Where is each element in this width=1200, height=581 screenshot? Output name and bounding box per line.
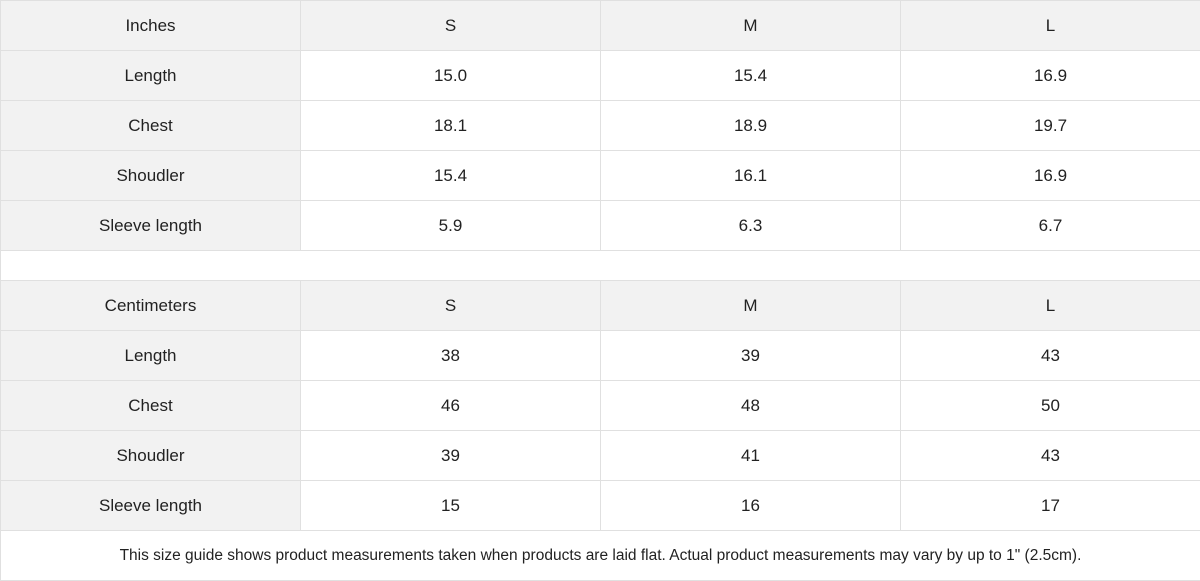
measurement-label: Length [1, 331, 301, 381]
measurement-value: 39 [301, 431, 601, 481]
size-guide-note: This size guide shows product measuremen… [1, 531, 1200, 581]
measurement-value: 43 [901, 431, 1200, 481]
measurement-label: Sleeve length [1, 481, 301, 531]
measurement-value: 18.1 [301, 101, 601, 151]
measurement-value: 43 [901, 331, 1200, 381]
measurement-value: 16.9 [901, 51, 1200, 101]
measurement-value: 15.4 [601, 51, 901, 101]
measurement-value: 16 [601, 481, 901, 531]
measurement-value: 15.0 [301, 51, 601, 101]
size-header: L [901, 1, 1200, 51]
unit-header: Inches [1, 1, 301, 51]
size-header: L [901, 281, 1200, 331]
measurement-value: 6.7 [901, 201, 1200, 251]
measurement-value: 19.7 [901, 101, 1200, 151]
measurement-label: Chest [1, 381, 301, 431]
note-row: This size guide shows product measuremen… [1, 531, 1200, 581]
measurement-value: 50 [901, 381, 1200, 431]
spacer-row [1, 251, 1200, 281]
size-header: M [601, 1, 901, 51]
measurement-value: 18.9 [601, 101, 901, 151]
measurement-label: Shoudler [1, 431, 301, 481]
measurement-value: 16.9 [901, 151, 1200, 201]
measurement-value: 39 [601, 331, 901, 381]
measurement-value: 48 [601, 381, 901, 431]
measurement-label: Shoudler [1, 151, 301, 201]
unit-header: Centimeters [1, 281, 301, 331]
size-header: M [601, 281, 901, 331]
size-header: S [301, 281, 601, 331]
size-header: S [301, 1, 601, 51]
measurement-value: 38 [301, 331, 601, 381]
measurement-value: 15 [301, 481, 601, 531]
measurement-value: 5.9 [301, 201, 601, 251]
measurement-value: 46 [301, 381, 601, 431]
measurement-value: 41 [601, 431, 901, 481]
measurement-value: 17 [901, 481, 1200, 531]
measurement-label: Sleeve length [1, 201, 301, 251]
measurement-value: 16.1 [601, 151, 901, 201]
measurement-value: 6.3 [601, 201, 901, 251]
measurement-value: 15.4 [301, 151, 601, 201]
spacer-cell [1, 251, 1200, 281]
measurement-label: Chest [1, 101, 301, 151]
measurement-label: Length [1, 51, 301, 101]
